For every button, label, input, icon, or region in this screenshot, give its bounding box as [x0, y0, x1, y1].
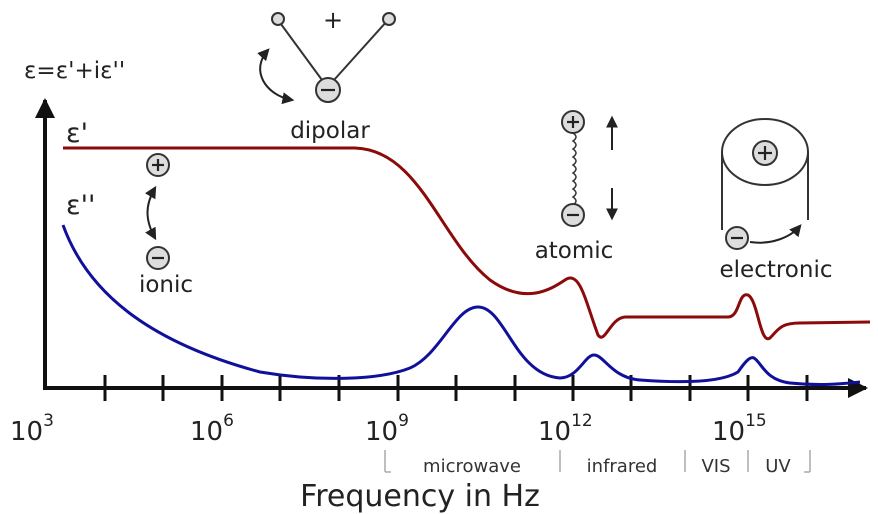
dipolar-plus: +	[323, 6, 343, 34]
imaginary-permittivity-curve	[61, 224, 861, 387]
band-label: microwave	[423, 456, 521, 477]
electronic-label: electronic	[720, 257, 833, 283]
x-axis-label: Frequency in Hz	[300, 479, 540, 514]
real-permittivity-curve	[63, 146, 871, 341]
x-tick-label: 1012	[538, 411, 593, 447]
atomic-label: atomic	[535, 238, 614, 264]
imaginary-curve-label: ε''	[66, 190, 95, 221]
band-label: VIS	[701, 456, 730, 477]
x-tick-label: 103	[10, 411, 54, 447]
x-tick-label: 109	[365, 411, 409, 447]
x-tick-label: 1015	[712, 411, 767, 447]
dipolar-label: dipolar	[290, 118, 370, 144]
ionic-label: ionic	[139, 272, 193, 298]
y-axis-label: ε=ε'+iε''	[24, 58, 125, 84]
band-label: UV	[765, 456, 791, 477]
band-brackets	[384, 450, 811, 473]
real-curve-label: ε'	[66, 118, 88, 149]
band-label: infrared	[587, 456, 658, 477]
x-tick-label: 106	[190, 411, 234, 447]
